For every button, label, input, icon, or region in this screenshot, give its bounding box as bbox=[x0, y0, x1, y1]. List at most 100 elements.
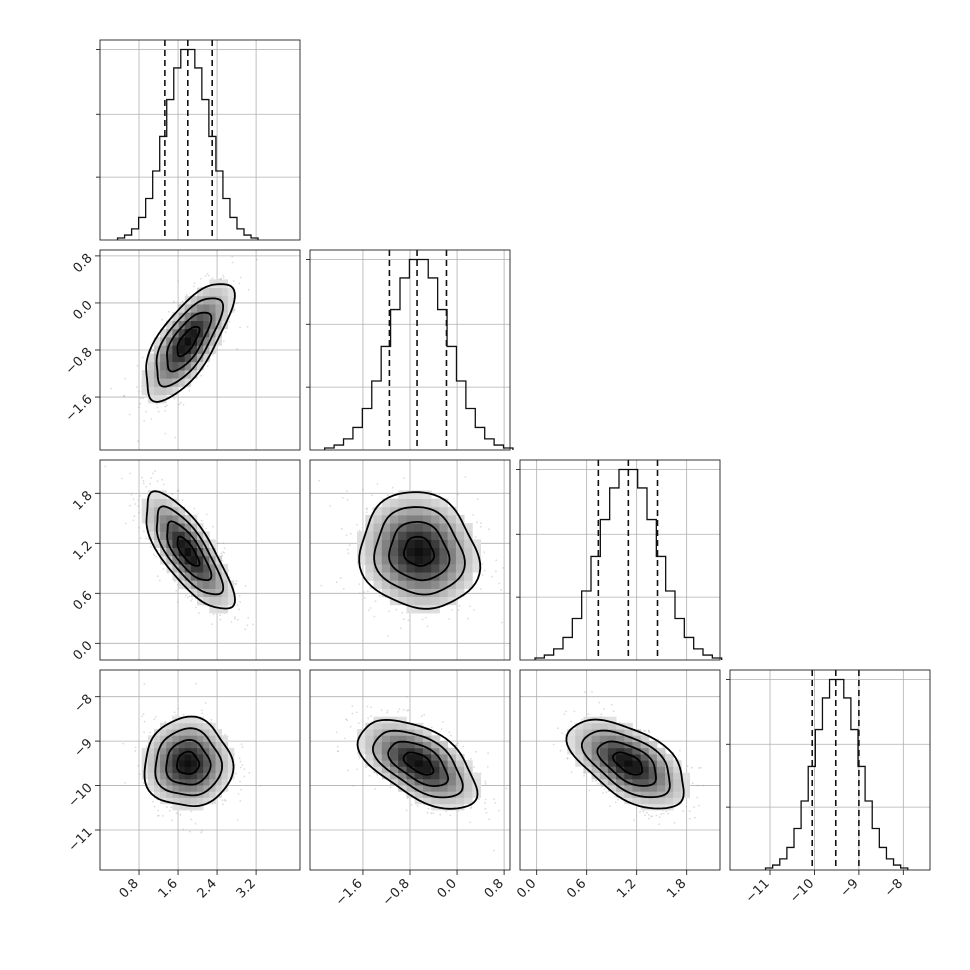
scatter-point bbox=[605, 791, 608, 793]
scatter-point bbox=[318, 479, 321, 482]
scatter-point bbox=[559, 749, 562, 752]
scatter-point bbox=[195, 606, 197, 609]
density-cell bbox=[166, 378, 173, 387]
scatter-point bbox=[211, 277, 214, 279]
scatter-point bbox=[212, 525, 214, 528]
density-cell bbox=[166, 741, 173, 749]
scatter-point bbox=[236, 604, 239, 606]
density-cell bbox=[398, 498, 407, 508]
scatter-point bbox=[481, 563, 483, 566]
scatter-point bbox=[191, 598, 194, 600]
density-cell bbox=[215, 747, 222, 755]
scatter-point bbox=[374, 600, 377, 603]
density-cell bbox=[209, 785, 216, 792]
scatter-point bbox=[224, 799, 227, 802]
density-cell bbox=[215, 766, 222, 773]
scatter-point bbox=[169, 809, 171, 812]
scatter-point bbox=[566, 757, 569, 760]
density-cell bbox=[178, 563, 186, 573]
contour-level bbox=[155, 297, 225, 388]
scatter-point bbox=[222, 340, 225, 342]
density-cell bbox=[431, 754, 440, 761]
scatter-point bbox=[150, 477, 153, 479]
scatter-point bbox=[473, 609, 475, 611]
density-cell bbox=[184, 716, 192, 724]
density-cell bbox=[141, 370, 149, 379]
scatter-point bbox=[329, 505, 332, 507]
scatter-point bbox=[473, 766, 475, 768]
scatter-point bbox=[612, 710, 615, 713]
scatter-point bbox=[161, 318, 163, 321]
scatter-points bbox=[110, 256, 258, 443]
scatter-point bbox=[175, 714, 177, 717]
corner-root: 0.8 1.6 2.4 3.2 −1.6 −0.8 0.0 0.8 0.0 0.6 1.2 1.8 −1… bbox=[63, 39, 931, 909]
scatter-point bbox=[430, 812, 433, 815]
density-cell bbox=[406, 523, 416, 532]
histogram-panel-3 bbox=[516, 459, 723, 661]
density-cell bbox=[178, 747, 186, 755]
scatter-point bbox=[374, 788, 376, 790]
scatter-point bbox=[485, 812, 488, 814]
density-cell bbox=[154, 337, 161, 346]
density-cell bbox=[455, 778, 465, 786]
scatter-point bbox=[561, 732, 564, 735]
density-cell bbox=[439, 498, 448, 508]
density-cell bbox=[154, 791, 161, 798]
histogram-step-line bbox=[116, 48, 259, 240]
scatter-point bbox=[494, 801, 497, 804]
scatter-point bbox=[484, 782, 487, 785]
density-cell bbox=[215, 320, 222, 330]
density-cell bbox=[422, 797, 432, 805]
density-cell bbox=[365, 735, 374, 742]
scatter-point bbox=[182, 714, 185, 716]
density-cell bbox=[160, 772, 167, 780]
density-cell bbox=[141, 386, 149, 396]
scatter-point bbox=[320, 584, 323, 587]
density-cell bbox=[221, 596, 229, 606]
density-cell bbox=[154, 760, 161, 767]
density-cell bbox=[455, 539, 465, 548]
density-cell bbox=[431, 785, 440, 792]
density-cell bbox=[203, 572, 210, 581]
scatter-point bbox=[162, 815, 164, 817]
scatter-point bbox=[648, 817, 650, 820]
scatter-point bbox=[455, 744, 458, 747]
density-cell bbox=[227, 766, 235, 773]
density-cell bbox=[172, 791, 179, 798]
density-cell bbox=[184, 735, 192, 742]
scatter-point bbox=[479, 522, 482, 524]
scatter-point bbox=[142, 397, 145, 399]
scatter-point bbox=[143, 530, 145, 533]
density-cell bbox=[209, 772, 216, 780]
density-cell bbox=[406, 722, 416, 730]
scatter-point bbox=[371, 494, 373, 497]
density-cell bbox=[190, 772, 198, 780]
density-cell bbox=[184, 523, 192, 532]
density-cell bbox=[203, 785, 210, 792]
scatter-point bbox=[570, 771, 573, 774]
density-cell bbox=[154, 378, 161, 387]
scatter-point bbox=[484, 780, 487, 783]
density-cell bbox=[422, 741, 432, 749]
scatter-point bbox=[205, 527, 208, 530]
contour-level bbox=[388, 521, 451, 582]
scatter-point bbox=[136, 386, 138, 388]
density-cell bbox=[203, 563, 210, 573]
density-cell bbox=[172, 386, 179, 396]
scatter-point bbox=[220, 552, 223, 555]
scatter-point bbox=[397, 710, 399, 713]
density-cell bbox=[215, 337, 222, 346]
scatter-point bbox=[685, 805, 688, 808]
scatter-point bbox=[239, 800, 242, 802]
scatter-point bbox=[342, 587, 345, 590]
scatter-point bbox=[235, 582, 238, 585]
scatter-point bbox=[188, 389, 191, 392]
density-cell bbox=[147, 490, 155, 499]
density-cell bbox=[406, 760, 416, 767]
density-cell bbox=[365, 572, 374, 581]
density-cell bbox=[221, 287, 229, 297]
scatter-point bbox=[484, 798, 487, 801]
scatter-point bbox=[232, 280, 235, 282]
density-cell bbox=[221, 563, 229, 573]
density-cell bbox=[147, 506, 155, 516]
